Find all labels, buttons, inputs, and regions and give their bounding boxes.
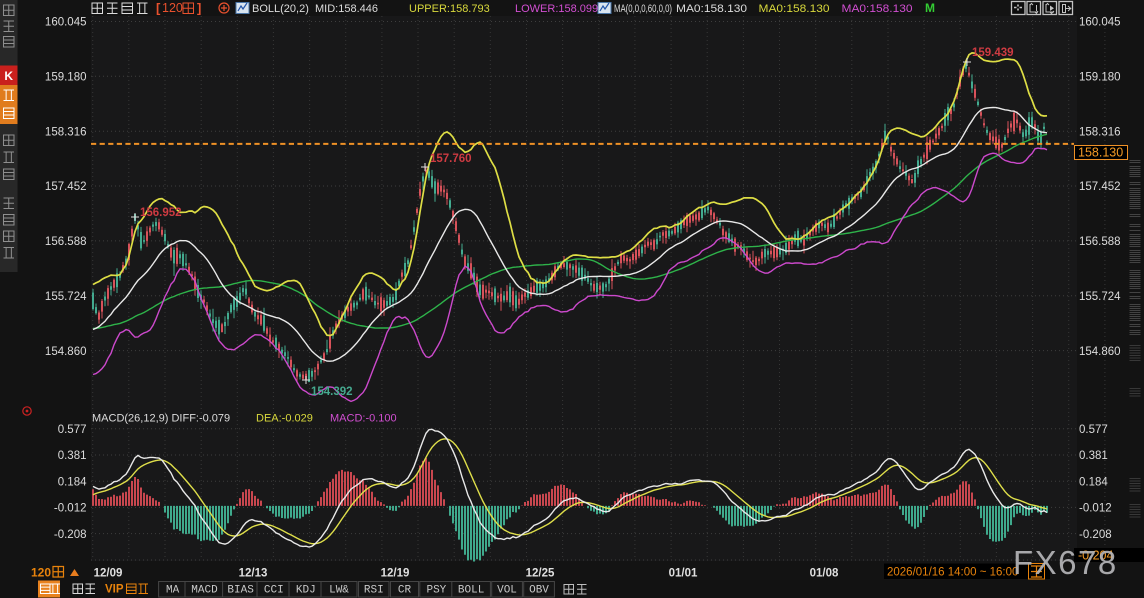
svg-text:PSY: PSY xyxy=(426,585,446,597)
svg-text:RSI: RSI xyxy=(364,585,384,597)
svg-text:154.860: 154.860 xyxy=(45,346,87,358)
svg-text:BOLL: BOLL xyxy=(458,585,484,597)
svg-text:157.452: 157.452 xyxy=(45,181,87,193)
svg-text:158.316: 158.316 xyxy=(45,126,87,138)
svg-text:MA: MA xyxy=(166,585,180,597)
svg-text:KDJ: KDJ xyxy=(296,585,316,597)
svg-text:MA(0,0,0,60,0,0): MA(0,0,0,60,0,0) xyxy=(614,3,672,15)
svg-text:K: K xyxy=(4,69,13,83)
svg-text:120: 120 xyxy=(31,566,51,580)
svg-text:12/19: 12/19 xyxy=(381,568,410,580)
svg-text:BIAS: BIAS xyxy=(227,585,254,597)
svg-text:CR: CR xyxy=(398,585,412,597)
svg-text:-0.012: -0.012 xyxy=(54,503,87,515)
svg-text:156.952: 156.952 xyxy=(140,207,182,219)
svg-text:154.392: 154.392 xyxy=(311,386,353,398)
svg-text:VOL: VOL xyxy=(497,585,517,597)
svg-text:159.180: 159.180 xyxy=(45,72,87,84)
svg-text:UPPER:158.793: UPPER:158.793 xyxy=(409,3,490,15)
svg-text:-0.204: -0.204 xyxy=(1078,549,1113,563)
svg-text:DEA:-0.029: DEA:-0.029 xyxy=(256,413,313,425)
svg-text:2026/01/16 14:00 ~ 16:00: 2026/01/16 14:00 ~ 16:00 xyxy=(887,567,1018,579)
svg-text:0.381: 0.381 xyxy=(1079,450,1108,462)
svg-text:01/08: 01/08 xyxy=(810,568,839,580)
svg-text:157.760: 157.760 xyxy=(430,153,472,165)
svg-text:0.184: 0.184 xyxy=(58,476,87,488)
svg-text:BOLL(20,2): BOLL(20,2) xyxy=(252,3,309,15)
svg-text:155.724: 155.724 xyxy=(1079,291,1121,303)
svg-text:154.860: 154.860 xyxy=(1079,346,1121,358)
svg-text:MA0:158.130: MA0:158.130 xyxy=(676,3,747,15)
svg-text:159.180: 159.180 xyxy=(1079,72,1121,84)
svg-text:CCI: CCI xyxy=(264,585,284,597)
svg-text:12/13: 12/13 xyxy=(239,568,268,580)
svg-text:158.316: 158.316 xyxy=(1079,126,1121,138)
svg-text:01/01: 01/01 xyxy=(669,568,698,580)
svg-text:0.577: 0.577 xyxy=(58,424,87,436)
svg-text:M: M xyxy=(925,1,935,15)
svg-text:156.588: 156.588 xyxy=(45,236,87,248)
svg-text:156.588: 156.588 xyxy=(1079,236,1121,248)
svg-text:LW&: LW& xyxy=(329,585,349,597)
svg-text:VIP: VIP xyxy=(105,584,124,596)
svg-text:160.045: 160.045 xyxy=(45,17,87,29)
svg-text:MACD(26,12,9) DIFF:-0.079: MACD(26,12,9) DIFF:-0.079 xyxy=(92,413,230,425)
svg-text:12/25: 12/25 xyxy=(526,568,555,580)
svg-text:MACD:-0.100: MACD:-0.100 xyxy=(330,413,397,425)
svg-text:-0.208: -0.208 xyxy=(1079,529,1112,541)
svg-text:0.184: 0.184 xyxy=(1079,476,1108,488)
svg-text:0.381: 0.381 xyxy=(58,450,87,462)
svg-text:MA0:158.130: MA0:158.130 xyxy=(842,3,913,15)
svg-text:MACD: MACD xyxy=(191,585,218,597)
svg-text:LOWER:158.099: LOWER:158.099 xyxy=(515,3,598,15)
svg-text:OBV: OBV xyxy=(529,585,549,597)
svg-text:158.130: 158.130 xyxy=(1078,146,1123,160)
svg-text:155.724: 155.724 xyxy=(45,291,87,303)
svg-text:]: ] xyxy=(197,1,201,16)
svg-text:MID:158.446: MID:158.446 xyxy=(315,3,378,15)
svg-text:0.577: 0.577 xyxy=(1079,424,1108,436)
svg-text:160.045: 160.045 xyxy=(1079,17,1121,29)
svg-text:FX678: FX678 xyxy=(1013,544,1118,581)
svg-text:157.452: 157.452 xyxy=(1079,181,1121,193)
svg-text:MA0:158.130: MA0:158.130 xyxy=(759,3,830,15)
svg-text:120: 120 xyxy=(162,1,183,15)
svg-text:12/09: 12/09 xyxy=(94,568,123,580)
svg-text:159.439: 159.439 xyxy=(972,47,1014,59)
svg-text:-0.012: -0.012 xyxy=(1079,503,1112,515)
svg-text:-0.208: -0.208 xyxy=(54,529,87,541)
svg-text:[: [ xyxy=(156,1,161,16)
